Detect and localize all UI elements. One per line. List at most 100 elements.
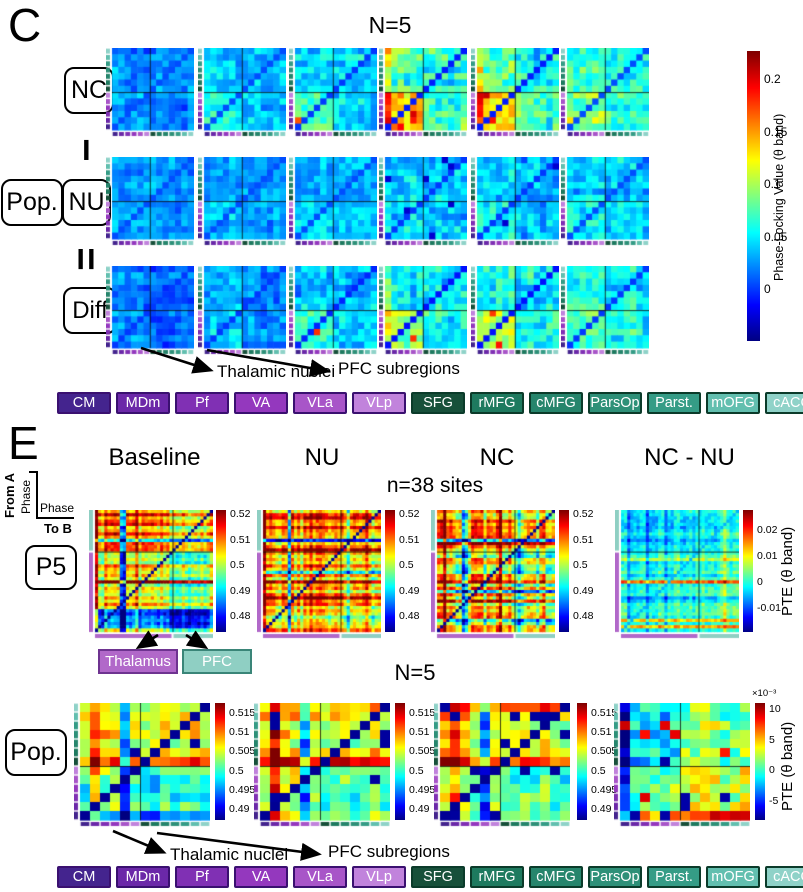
colorbar-tick: 0.49 xyxy=(229,803,250,815)
colorbar-tick: 0.02 xyxy=(757,524,778,536)
region-legend-bottom: CM MDm Pf VA VLa VLp SFG rMFG cMFG ParsOp Parst. mO… xyxy=(57,866,803,888)
colorbar-tick: 0.49 xyxy=(399,584,420,597)
label-thalamic-nuclei-bottom: Thalamic nuclei xyxy=(170,845,289,864)
colorbar-tick: 0.515 xyxy=(591,707,618,719)
colorbar-tick: 0.01 xyxy=(757,550,778,562)
row-label-nu: NU xyxy=(62,179,111,226)
legend-region-ParsOp: ParsOp xyxy=(588,392,642,414)
legend-region-ParsOp: ParsOp xyxy=(588,866,642,888)
legend-region-rMFG: rMFG xyxy=(470,866,524,888)
legend-region-Pf: Pf xyxy=(175,866,229,888)
label-pfc-subregions-top: PFC subregions xyxy=(338,359,460,378)
heatmap-c-nu-3 xyxy=(289,157,377,246)
legend-region-Pf: Pf xyxy=(175,392,229,414)
colorbar-tick: 10 xyxy=(769,703,781,715)
colorbar-tick: 0.495 xyxy=(229,783,256,796)
heatmap-p5-nc xyxy=(431,510,555,639)
heatmap-p5-baseline xyxy=(89,510,213,639)
legend-region-CM: CM xyxy=(57,866,111,888)
colorbar-p5-diff: 0.02 0.01 0 -0.01 xyxy=(743,510,787,634)
colorbar-tick: 0.515 xyxy=(409,707,436,719)
colorbar-pop-nc: 0.515 0.51 0.505 0.5 0.495 0.49 xyxy=(577,703,621,822)
legend-region-VLa: VLa xyxy=(293,866,347,888)
legend-region-mOFG: mOFG xyxy=(706,392,760,414)
colorbar-tick: 5 xyxy=(769,733,775,746)
panel-c-label: C xyxy=(8,0,42,51)
colorbar-gradient xyxy=(577,703,587,820)
heatmap-c-diff-4 xyxy=(379,266,467,355)
legend-region-cMFG: cMFG xyxy=(529,392,583,414)
colorbar-tick: 0.515 xyxy=(229,707,256,719)
header-baseline: Baseline xyxy=(108,444,201,471)
axis-vline-top-tick xyxy=(29,471,37,473)
legend-region-VLp: VLp xyxy=(352,392,406,414)
colorbar-plv: 0.2 0.15 0.1 0.05 0 xyxy=(747,51,794,343)
colorbar-tick: 0.5 xyxy=(230,559,245,572)
heatmap-c-nc-1 xyxy=(106,48,194,137)
minus-operator: − xyxy=(64,138,109,162)
region-legend-top: CM MDm Pf VA VLa VLp SFG rMFG cMFG ParsOp Parst. mO… xyxy=(57,392,803,414)
colorbar-pop-baseline: 0.515 0.51 0.505 0.5 0.495 0.49 xyxy=(215,703,259,822)
colorbar-tick: 0 xyxy=(757,576,763,588)
pte-label-pop: PTE (θ band) xyxy=(779,721,796,811)
colorbar-tick: 0.48 xyxy=(230,610,251,623)
colorbar-tick: 0.51 xyxy=(409,726,430,739)
legend-region-mOFG: mOFG xyxy=(706,866,760,888)
legend-region-CM: CM xyxy=(57,392,111,414)
colorbar-tick: 0.505 xyxy=(409,745,436,758)
heatmap-c-nc-5 xyxy=(471,48,559,137)
heatmap-c-nc-4 xyxy=(379,48,467,137)
colorbar-tick: -5 xyxy=(769,794,779,807)
header-nu: NU xyxy=(304,444,340,471)
colorbar-gradient xyxy=(215,703,225,820)
colorbar-tick: 0.52 xyxy=(399,508,420,520)
colorbar-gradient xyxy=(216,510,226,632)
colorbar-tick: 0.15 xyxy=(764,124,788,139)
legend-region-SFG: SFG xyxy=(411,392,465,414)
row-label-nc: NC xyxy=(64,67,114,114)
colorbar-tick: 0.505 xyxy=(229,745,256,758)
heatmap-c-nu-6 xyxy=(561,157,649,246)
heatmap-c-nc-6 xyxy=(561,48,649,137)
legend-pfc: PFC xyxy=(182,649,252,674)
colorbar-tick: 0.51 xyxy=(573,533,594,546)
legend-region-cMFG: cMFG xyxy=(529,866,583,888)
heatmap-c-diff-3 xyxy=(289,266,377,355)
colorbar-exponent-label: ×10⁻³ xyxy=(752,688,777,699)
label-thalamic-nuclei-top: Thalamic nuclei xyxy=(217,362,336,381)
legend-region-MDm: MDm xyxy=(116,866,170,888)
heatmap-c-nu-2 xyxy=(198,157,286,246)
header-nc-minus-nu: NC - NU xyxy=(644,444,735,471)
colorbar-tick: 0.48 xyxy=(573,610,594,623)
heatmap-p5-nc-minus-nu xyxy=(615,510,739,639)
colorbar-tick: 0.52 xyxy=(573,508,594,520)
colorbar-gradient xyxy=(385,510,395,632)
axis-from-a: From A xyxy=(2,472,17,518)
legend-region-MDm: MDm xyxy=(116,392,170,414)
legend-region-SFG: SFG xyxy=(411,866,465,888)
colorbar-tick: 0.51 xyxy=(591,726,612,739)
axis-phase-vertical: Phase xyxy=(19,479,33,515)
legend-region-Parst: Parst. xyxy=(647,392,701,414)
legend-region-VLa: VLa xyxy=(293,392,347,414)
header-nc: NC xyxy=(479,444,515,471)
colorbar-gradient xyxy=(559,510,569,632)
colorbar-tick: 0.5 xyxy=(573,559,588,572)
colorbar-tick: 0.505 xyxy=(591,745,618,758)
colorbar-plv-label: Phase-Locking Value (θ band) xyxy=(772,113,786,281)
colorbar-tick: 0.49 xyxy=(591,803,612,815)
colorbar-tick: 0 xyxy=(764,282,771,296)
colorbar-tick: 0.5 xyxy=(399,559,414,572)
heatmap-p5-nu xyxy=(257,510,381,639)
colorbar-tick: 0.49 xyxy=(573,584,594,597)
colorbar-pop-diff: 10 5 0 -5 ×10⁻³ xyxy=(752,688,799,822)
colorbar-tick: 0 xyxy=(769,764,775,776)
heatmap-c-nc-3 xyxy=(289,48,377,137)
panel-c-title: N=5 xyxy=(368,12,412,38)
colorbar-gradient xyxy=(395,703,405,820)
legend-region-VA: VA xyxy=(234,866,288,888)
colorbar-tick: 0.1 xyxy=(764,177,781,191)
colorbar-tick: 0.48 xyxy=(399,610,420,623)
subtitle-n5-pop: N=5 xyxy=(394,660,436,685)
colorbar-tick: 0.51 xyxy=(230,533,251,546)
